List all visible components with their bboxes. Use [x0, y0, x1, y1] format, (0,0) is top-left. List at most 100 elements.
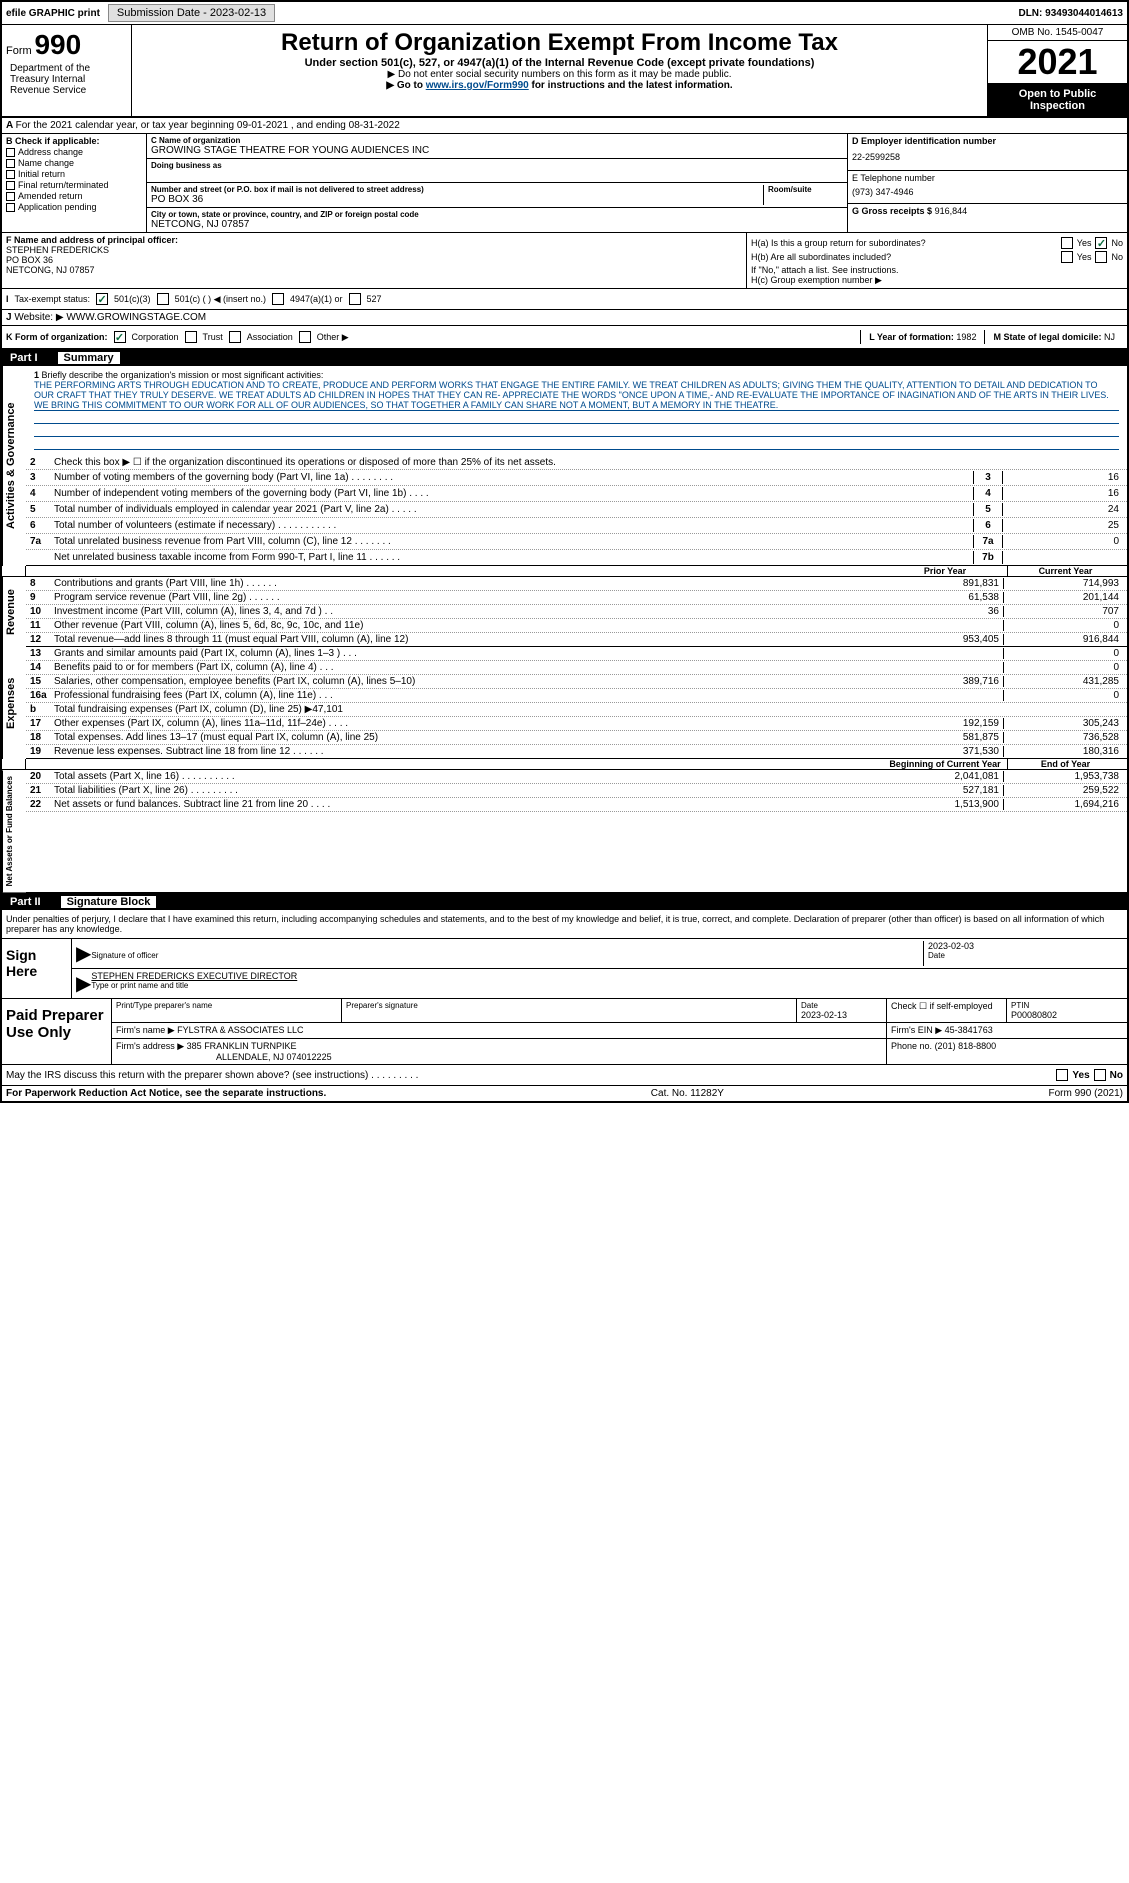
- line6: Total number of volunteers (estimate if …: [54, 520, 973, 531]
- street-value: PO BOX 36: [151, 194, 763, 205]
- city-label: City or town, state or province, country…: [151, 210, 843, 219]
- chk-501c[interactable]: [157, 293, 169, 305]
- chk-4947[interactable]: [272, 293, 284, 305]
- c20: 1,953,738: [1003, 771, 1123, 782]
- p22: 1,513,900: [883, 799, 1003, 810]
- prep-sig-label: Preparer's signature: [346, 1001, 792, 1010]
- checkbox-name[interactable]: [6, 159, 15, 168]
- website-label: Website: ▶: [14, 312, 63, 323]
- p9: 61,538: [883, 592, 1003, 603]
- p18: 581,875: [883, 732, 1003, 743]
- check-self-employed: Check ☐ if self-employed: [891, 1001, 1002, 1012]
- c15: 431,285: [1003, 676, 1123, 687]
- p8: 891,831: [883, 578, 1003, 589]
- firm-addr-label: Firm's address ▶: [116, 1041, 184, 1051]
- ha-yes[interactable]: [1061, 237, 1073, 249]
- firm-addr1: 385 FRANKLIN TURNPIKE: [187, 1041, 297, 1051]
- v3: 16: [1003, 472, 1123, 483]
- website-value: WWW.GROWINGSTAGE.COM: [66, 312, 206, 323]
- open-to-public: Open to Public Inspection: [988, 84, 1127, 116]
- line15: Salaries, other compensation, employee b…: [54, 676, 883, 687]
- part1-header: Part I Summary: [2, 350, 1127, 366]
- line5: Total number of individuals employed in …: [54, 504, 973, 515]
- date-label: Date: [928, 951, 1123, 960]
- dba-label: Doing business as: [151, 161, 843, 170]
- p19: 371,530: [883, 746, 1003, 757]
- city-value: NETCONG, NJ 07857: [151, 219, 843, 230]
- arrow-icon: ▶: [76, 941, 91, 966]
- omb-number: OMB No. 1545-0047: [988, 25, 1127, 41]
- state-domicile: NJ: [1104, 332, 1115, 342]
- prep-name-label: Print/Type preparer's name: [116, 1001, 337, 1010]
- hb-yes[interactable]: [1061, 251, 1073, 263]
- discuss-yes[interactable]: [1056, 1069, 1068, 1081]
- chk-corp[interactable]: [114, 331, 126, 343]
- form-instruction-2: ▶ Go to www.irs.gov/Form990 for instruct…: [136, 80, 983, 91]
- form-number: 990: [34, 29, 81, 60]
- chk-trust[interactable]: [185, 331, 197, 343]
- officer-addr2: NETCONG, NJ 07857: [6, 265, 742, 275]
- gross-receipts: 916,844: [935, 206, 968, 216]
- hb-label: H(b) Are all subordinates included?: [751, 252, 891, 262]
- row-i: I Tax-exempt status: 501(c)(3) 501(c) ( …: [2, 289, 1127, 310]
- line14: Benefits paid to or for members (Part IX…: [54, 662, 883, 673]
- c18: 736,528: [1003, 732, 1123, 743]
- year-formation: 1982: [956, 332, 976, 342]
- checkbox-address[interactable]: [6, 148, 15, 157]
- checkbox-amended[interactable]: [6, 192, 15, 201]
- part2-header: Part II Signature Block: [2, 894, 1127, 910]
- tax-status-label: Tax-exempt status:: [15, 294, 91, 304]
- footer-notice: For Paperwork Reduction Act Notice, see …: [6, 1088, 326, 1099]
- line16b: Total fundraising expenses (Part IX, col…: [54, 704, 883, 715]
- irs-link[interactable]: www.irs.gov/Form990: [426, 80, 529, 91]
- phone-label: Phone no.: [891, 1041, 932, 1051]
- p12: 953,405: [883, 634, 1003, 645]
- discuss-no[interactable]: [1094, 1069, 1106, 1081]
- v5: 24: [1003, 504, 1123, 515]
- chk-assoc[interactable]: [229, 331, 241, 343]
- p21: 527,181: [883, 785, 1003, 796]
- line8: Contributions and grants (Part VIII, lin…: [54, 578, 883, 589]
- e-phone-label: E Telephone number: [852, 173, 1123, 183]
- chk-other[interactable]: [299, 331, 311, 343]
- line10: Investment income (Part VIII, column (A)…: [54, 606, 883, 617]
- firm-name: FYLSTRA & ASSOCIATES LLC: [177, 1025, 303, 1035]
- firm-ein-label: Firm's EIN ▶: [891, 1025, 942, 1035]
- row-k: K Form of organization: Corporation Trus…: [2, 326, 1127, 350]
- c19: 180,316: [1003, 746, 1123, 757]
- c12: 916,844: [1003, 634, 1123, 645]
- prior-current-header: Prior Year Current Year: [2, 566, 1127, 577]
- chk-501c3[interactable]: [96, 293, 108, 305]
- mission-text: THE PERFORMING ARTS THROUGH EDUCATION AN…: [34, 380, 1119, 411]
- discuss-question: May the IRS discuss this return with the…: [6, 1070, 1056, 1081]
- firm-ein: 45-3841763: [945, 1025, 993, 1035]
- prep-date: 2023-02-13: [801, 1010, 882, 1020]
- line7a: Total unrelated business revenue from Pa…: [54, 536, 973, 547]
- tab-net-assets: Net Assets or Fund Balances: [2, 770, 26, 892]
- c14: 0: [1003, 662, 1123, 673]
- checkbox-application[interactable]: [6, 203, 15, 212]
- checkbox-initial[interactable]: [6, 170, 15, 179]
- c-name-label: C Name of organization: [151, 136, 843, 145]
- top-bar: efile GRAPHIC print Submission Date - 20…: [2, 2, 1127, 25]
- row-a-tax-year: A For the 2021 calendar year, or tax yea…: [2, 118, 1127, 134]
- v6: 25: [1003, 520, 1123, 531]
- ha-no[interactable]: [1095, 237, 1107, 249]
- line17: Other expenses (Part IX, column (A), lin…: [54, 718, 883, 729]
- p10: 36: [883, 606, 1003, 617]
- officer-name: STEPHEN FREDERICKS: [6, 245, 742, 255]
- submission-date-button[interactable]: Submission Date - 2023-02-13: [108, 4, 275, 22]
- ptin-value: P00080802: [1011, 1010, 1123, 1020]
- room-label: Room/suite: [768, 185, 843, 194]
- v4: 16: [1003, 488, 1123, 499]
- hb-no[interactable]: [1095, 251, 1107, 263]
- name-title-label: Type or print name and title: [91, 981, 1123, 990]
- c17: 305,243: [1003, 718, 1123, 729]
- footer-cat: Cat. No. 11282Y: [651, 1088, 724, 1099]
- dln-label: DLN: 93493044014613: [1018, 8, 1123, 19]
- chk-527[interactable]: [349, 293, 361, 305]
- line2: Check this box ▶ ☐ if the organization d…: [54, 457, 1123, 468]
- line13: Grants and similar amounts paid (Part IX…: [54, 648, 883, 659]
- checkbox-final[interactable]: [6, 181, 15, 190]
- form-container: efile GRAPHIC print Submission Date - 20…: [0, 0, 1129, 1103]
